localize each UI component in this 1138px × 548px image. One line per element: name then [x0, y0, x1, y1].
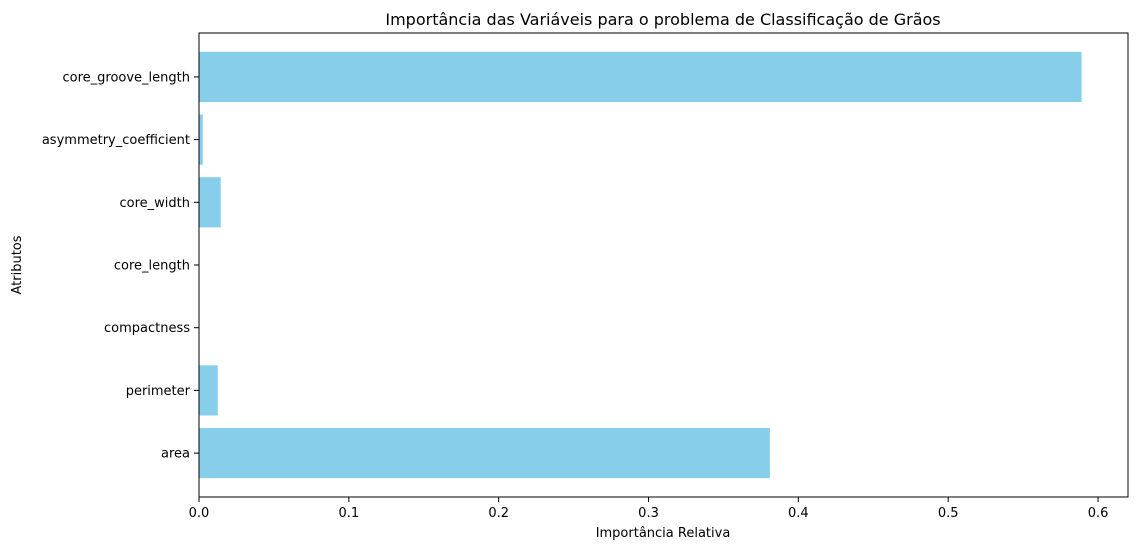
bar-asymmetry_coefficient: [199, 114, 203, 165]
y-tick-label: core_length: [114, 259, 190, 274]
y-tick-label: compactness: [104, 321, 190, 336]
x-tick-label: 0.3: [638, 506, 659, 521]
y-tick-label: area: [161, 447, 190, 462]
x-axis: 0.0 0.1 0.2 0.3 0.4 0.5 0.6: [189, 497, 1109, 521]
bar-core_width: [199, 177, 221, 228]
x-tick-label: 0.6: [1088, 506, 1109, 521]
bars-group: [199, 51, 1082, 479]
y-tick-label: asymmetry_coefficient: [42, 133, 190, 148]
y-tick-label: perimeter: [126, 384, 191, 399]
plot-frame: [198, 32, 1129, 498]
x-tick-label: 0.2: [488, 506, 509, 521]
x-tick-label: 0.4: [788, 506, 809, 521]
bar-area: [199, 428, 770, 479]
y-axis-label: Atributos: [10, 235, 25, 294]
chart-title: Importância das Variáveis para o problem…: [385, 10, 940, 29]
x-tick-label: 0.5: [938, 506, 959, 521]
x-tick-label: 0.1: [338, 506, 359, 521]
bar-core_groove_length: [199, 51, 1082, 102]
bar-perimeter: [199, 365, 218, 416]
y-axis: area perimeter compactness core_length core_…: [42, 70, 199, 462]
y-tick-label: core_width: [120, 196, 191, 211]
x-tick-label: 0.0: [189, 506, 210, 521]
x-axis-label: Importância Relativa: [596, 526, 731, 541]
y-tick-label: core_groove_length: [62, 70, 190, 85]
